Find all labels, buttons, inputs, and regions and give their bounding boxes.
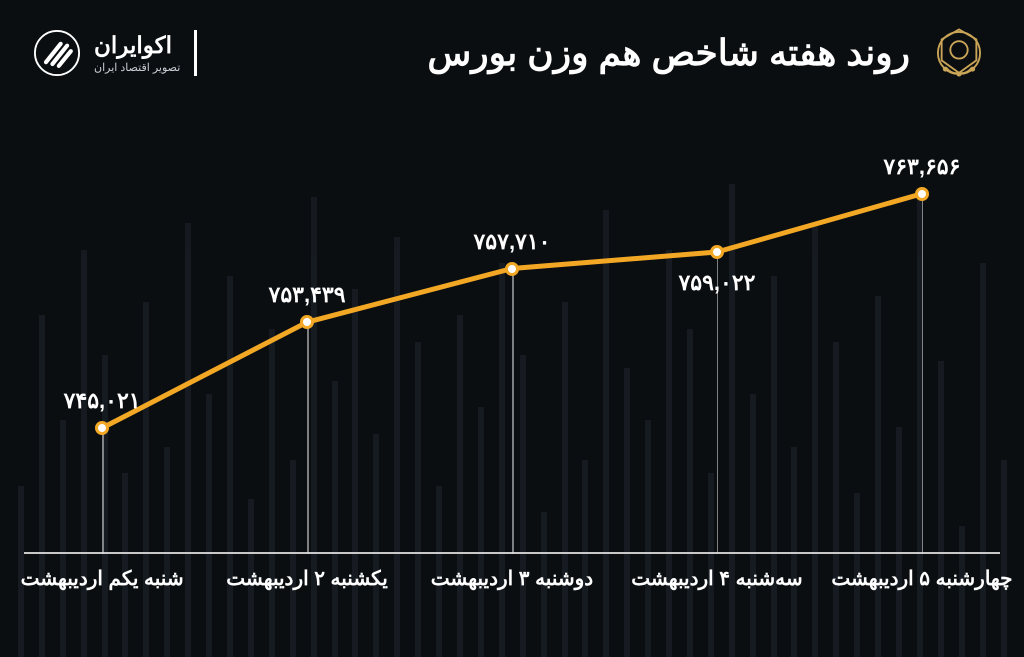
x-axis-labels: شنبه یکم اردیبهشت یکشنبه ۲ اردیبهشت دوشنبه…: [24, 566, 1000, 636]
value-label: ۷۶۳,۶۵۶: [883, 154, 960, 194]
header: روند هفته شاخص هم وزن بورس اکوایران تصوی…: [0, 0, 1024, 94]
chart-area: ۷۴۵,۰۲۱ ۷۵۳,۴۳۹ ۷۵۷,۷۱۰ ۷۵۹,۰۲۲ ۷۶۳,۶۵۶ شنبه…: [0, 94, 1024, 634]
x-axis-label: چهارشنبه ۵ اردیبهشت: [831, 566, 1012, 591]
value-label: ۷۴۵,۰۲۱: [64, 388, 141, 428]
x-axis-label: شنبه یکم اردیبهشت: [21, 566, 184, 591]
brand-tagline: تصویر اقتصاد ایران: [94, 61, 180, 74]
line-path: [24, 114, 1000, 554]
chart-title: روند هفته شاخص هم وزن بورس: [197, 32, 928, 74]
plot-region: ۷۴۵,۰۲۱ ۷۵۳,۴۳۹ ۷۵۷,۷۱۰ ۷۵۹,۰۲۲ ۷۶۳,۶۵۶: [24, 114, 1000, 554]
value-label: ۷۵۳,۴۳۹: [269, 282, 346, 322]
data-point-marker: [710, 245, 724, 259]
brand-name: اکوایران: [94, 32, 172, 59]
x-axis-label: سه‌شنبه ۴ اردیبهشت: [631, 566, 802, 591]
x-axis-label: دوشنبه ۳ اردیبهشت: [431, 566, 593, 591]
brand-block: اکوایران تصویر اقتصاد ایران: [34, 30, 197, 76]
x-axis-label: یکشنبه ۲ اردیبهشت: [226, 566, 388, 591]
value-label: ۷۵۷,۷۱۰: [473, 229, 550, 269]
seo-logo-icon: [928, 22, 990, 84]
eco-mark-icon: [34, 30, 80, 76]
value-label: ۷۵۹,۰۲۲: [678, 262, 755, 296]
